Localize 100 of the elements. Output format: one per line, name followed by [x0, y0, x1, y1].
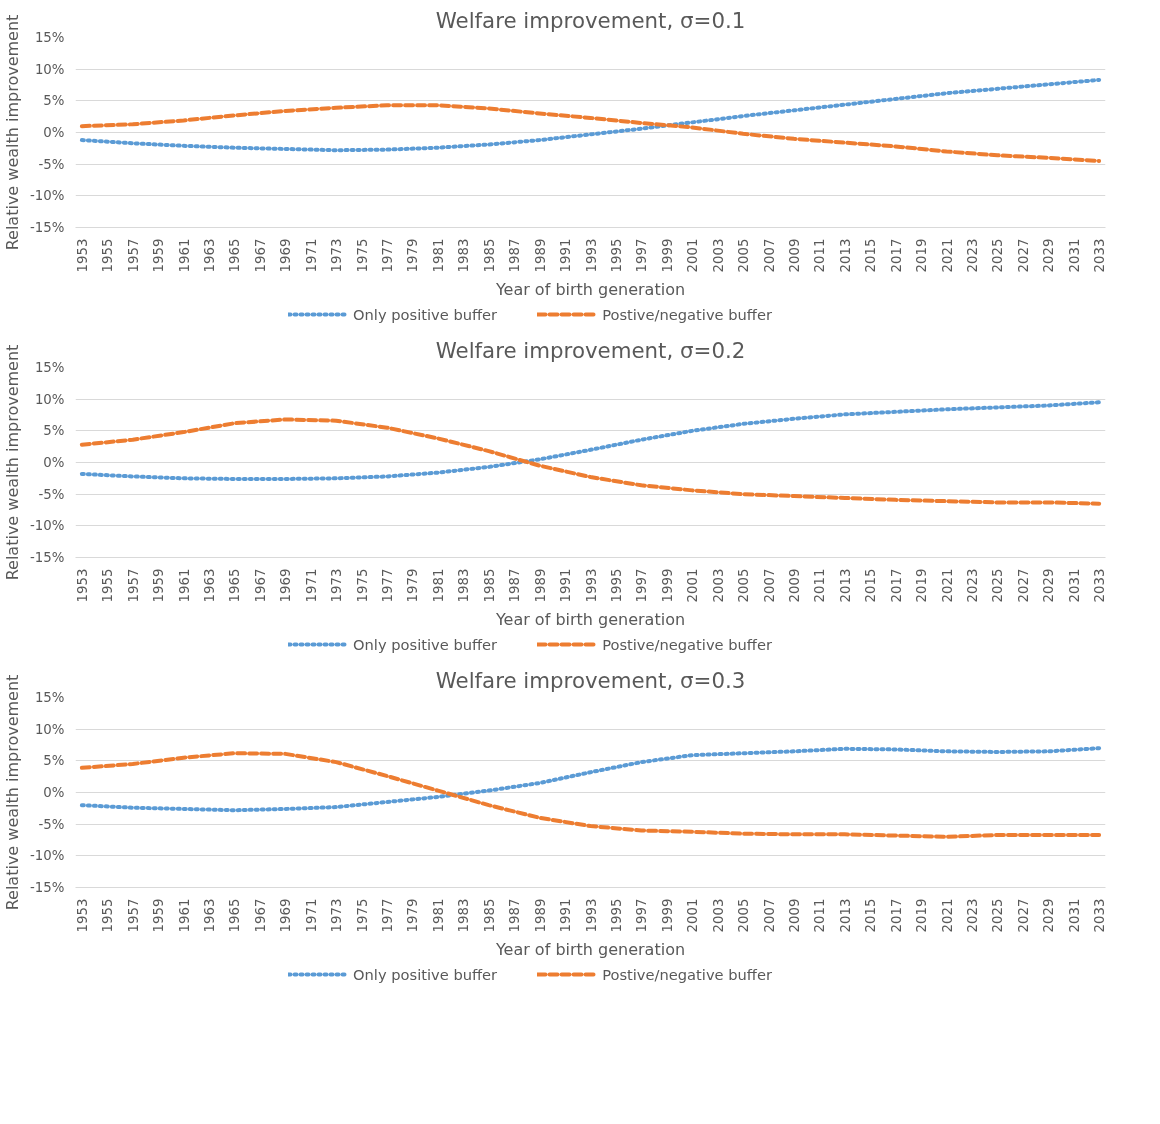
x-tick-label: 2027	[1015, 898, 1031, 933]
x-tick-label: 2021	[939, 238, 955, 273]
y-tick-label: 15%	[34, 360, 65, 375]
x-tick-label: 2011	[812, 898, 828, 933]
x-tick-label: 2033	[1092, 238, 1108, 273]
y-tick-label: 5%	[43, 93, 65, 109]
y-tick-label: 0%	[43, 785, 65, 800]
x-tick-label: 2011	[812, 568, 828, 603]
y-tick-label: 15%	[34, 30, 65, 45]
x-tick-label: 1989	[532, 568, 548, 603]
x-tick-label: 1999	[659, 898, 675, 933]
chart-title: Welfare improvement, σ=0.1	[435, 7, 746, 33]
x-tick-label: 1975	[354, 238, 370, 273]
x-tick-label: 2033	[1092, 898, 1108, 933]
x-tick-label: 2001	[685, 898, 701, 933]
y-axis-title: Relative wealth improvement	[3, 674, 23, 911]
y-tick-label: -5%	[38, 486, 65, 502]
y-axis-title: Relative wealth improvement	[3, 344, 23, 581]
x-tick-label: 1959	[151, 238, 167, 273]
x-tick-label: 1959	[151, 568, 167, 603]
x-tick-label: 1999	[659, 568, 675, 603]
x-tick-label: 2029	[1041, 568, 1057, 603]
x-tick-label: 1967	[252, 238, 268, 273]
line-series	[79, 103, 1102, 163]
x-tick-label: 2033	[1092, 568, 1108, 603]
x-tick-label: 1959	[151, 898, 167, 933]
x-tick-label: 2001	[685, 238, 701, 273]
x-tick-label: 1969	[278, 898, 294, 933]
y-tick-label: -5%	[38, 156, 65, 172]
x-tick-label: 2011	[812, 238, 828, 273]
x-tick-label: 1983	[456, 898, 472, 933]
y-tick-label: 5%	[43, 753, 65, 769]
x-tick-label: 1999	[659, 238, 675, 273]
y-tick-label: 5%	[43, 423, 65, 439]
x-tick-label: 1965	[227, 568, 243, 603]
x-tick-label: 1953	[74, 238, 90, 273]
legend-label: Postive/negative buffer	[602, 965, 772, 983]
x-tick-label: 2023	[964, 568, 980, 603]
x-tick-label: 2025	[990, 238, 1006, 273]
x-tick-label: 2019	[914, 238, 930, 273]
x-tick-label: 1983	[456, 568, 472, 603]
line-series	[79, 751, 1102, 839]
x-tick-label: 2019	[914, 898, 930, 933]
x-tick-label: 1973	[329, 898, 345, 933]
x-tick-label: 1989	[532, 238, 548, 273]
y-tick-label: 0%	[43, 125, 65, 140]
x-tick-label: 1963	[202, 898, 218, 933]
x-tick-label: 2007	[761, 568, 777, 603]
x-tick-label: 1977	[380, 568, 396, 603]
x-tick-label: 1971	[303, 238, 319, 273]
x-tick-label: 1991	[558, 568, 574, 603]
x-tick-label: 1957	[125, 238, 141, 273]
x-tick-label: 2031	[1066, 238, 1082, 273]
x-tick-label: 1965	[227, 238, 243, 273]
x-axis-title: Year of birth generation	[494, 940, 686, 960]
y-tick-label: -15%	[30, 550, 65, 565]
x-tick-label: 1963	[202, 568, 218, 603]
x-tick-label: 2019	[914, 568, 930, 603]
x-tick-label: 1971	[303, 568, 319, 603]
legend-label: Only positive buffer	[353, 965, 498, 983]
x-tick-label: 2007	[761, 898, 777, 933]
x-tick-label: 1979	[405, 238, 421, 273]
x-tick-label: 2027	[1015, 568, 1031, 603]
y-tick-label: -10%	[30, 518, 65, 534]
x-tick-label: 1993	[583, 238, 599, 273]
chart-title: Welfare improvement, σ=0.3	[435, 667, 746, 693]
x-tick-label: 1953	[74, 898, 90, 933]
x-tick-label: 1977	[380, 238, 396, 273]
x-tick-label: 1989	[532, 898, 548, 933]
x-tick-label: 2005	[736, 568, 752, 603]
x-tick-label: 1997	[634, 238, 650, 273]
x-tick-label: 2009	[786, 898, 802, 933]
x-tick-label: 2017	[888, 238, 904, 273]
x-tick-label: 2031	[1066, 898, 1082, 933]
x-tick-label: 1955	[100, 568, 116, 603]
x-tick-label: 2001	[685, 568, 701, 603]
x-tick-label: 1987	[507, 898, 523, 933]
x-tick-label: 1997	[634, 898, 650, 933]
x-tick-label: 2015	[863, 238, 879, 273]
x-tick-label: 2005	[736, 898, 752, 933]
x-tick-label: 1961	[176, 898, 192, 933]
x-tick-label: 1955	[100, 238, 116, 273]
x-tick-label: 2025	[990, 568, 1006, 603]
x-tick-label: 1969	[278, 238, 294, 273]
x-tick-label: 2013	[837, 568, 853, 603]
y-tick-label: 10%	[34, 61, 65, 77]
x-tick-label: 1977	[380, 898, 396, 933]
chart-title: Welfare improvement, σ=0.2	[435, 337, 746, 363]
x-tick-label: 1995	[608, 568, 624, 603]
x-tick-label: 1973	[329, 238, 345, 273]
x-tick-label: 1995	[608, 898, 624, 933]
x-tick-label: 2023	[964, 898, 980, 933]
y-tick-label: -10%	[30, 848, 65, 864]
x-tick-label: 1983	[456, 238, 472, 273]
x-tick-label: 2031	[1066, 568, 1082, 603]
x-tick-label: 2009	[786, 238, 802, 273]
x-tick-label: 1957	[125, 568, 141, 603]
x-tick-label: 1993	[583, 898, 599, 933]
x-tick-label: 2013	[837, 898, 853, 933]
x-tick-label: 1963	[202, 238, 218, 273]
